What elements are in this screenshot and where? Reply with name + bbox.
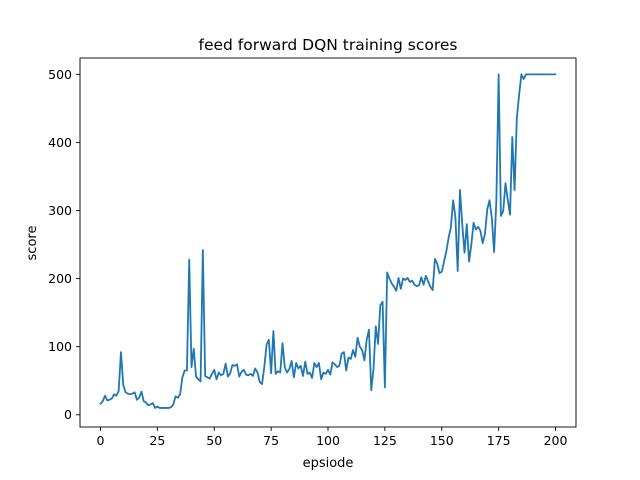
y-axis-label: score (25, 226, 40, 261)
x-tick-label: 200 (544, 433, 568, 448)
x-tick-label: 25 (149, 433, 165, 448)
x-tick-label: 150 (430, 433, 454, 448)
x-tick-label: 0 (97, 433, 105, 448)
y-tick-label: 500 (48, 67, 72, 82)
x-tick-label: 175 (487, 433, 511, 448)
y-tick-label: 0 (64, 407, 72, 422)
x-tick-label: 125 (373, 433, 397, 448)
x-tick-label: 50 (206, 433, 222, 448)
y-tick-label: 100 (48, 339, 72, 354)
x-tick-label: 75 (263, 433, 279, 448)
y-tick-label: 300 (48, 203, 72, 218)
x-tick-label: 100 (316, 433, 340, 448)
y-tick-label: 400 (48, 135, 72, 150)
x-axis-label: epsiode (303, 456, 354, 471)
plot-area: 0 25 50 75 100 125 150 175 200 0 100 200 300 400 500 (48, 57, 577, 448)
series-line (99, 73, 557, 409)
y-tick-label: 200 (48, 271, 72, 286)
chart-title: feed forward DQN training scores (198, 36, 457, 54)
